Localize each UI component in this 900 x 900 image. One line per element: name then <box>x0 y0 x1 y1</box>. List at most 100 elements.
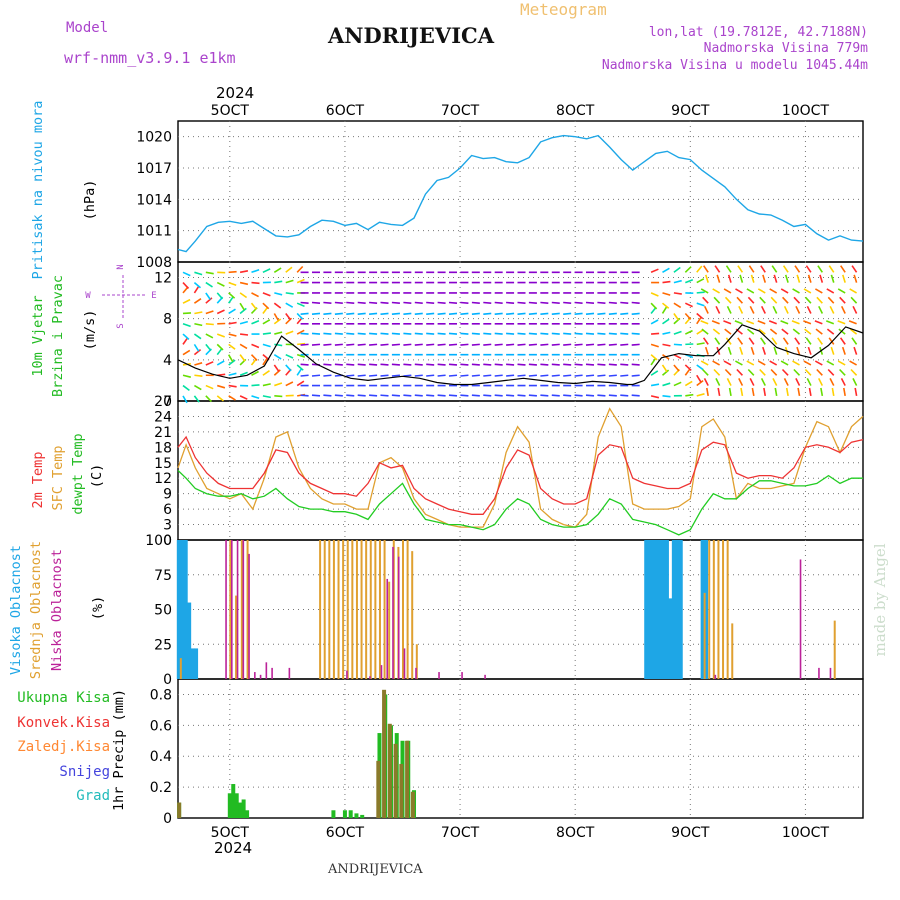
wind-arrow <box>662 318 670 325</box>
low-cloud-bar <box>236 540 239 679</box>
wind-arrow <box>205 281 213 288</box>
wind-arrow <box>673 313 680 321</box>
wind-arrow <box>357 374 366 377</box>
wind-arrow <box>239 320 249 325</box>
high-cloud-bar <box>658 540 663 679</box>
wind-arrow <box>437 312 446 315</box>
high-cloud-bar <box>668 598 673 679</box>
wind-arrow <box>426 301 435 304</box>
pressure-unit: (hPa) <box>82 180 98 221</box>
low-cloud-bar <box>271 667 273 679</box>
mid-cloud-bar <box>388 581 391 679</box>
wind-arrow <box>391 301 400 304</box>
wind-arrow <box>494 332 503 335</box>
temperature-tick-label: 3 <box>163 518 172 534</box>
wind-speed-line <box>177 324 864 386</box>
wind-arrow <box>696 374 702 383</box>
wind-arrow <box>323 312 332 315</box>
wind-arrow <box>807 274 812 283</box>
wind-arrow <box>842 274 846 283</box>
wind-arrow <box>346 312 355 315</box>
low-cloud-bar <box>714 674 717 679</box>
wind-arrow <box>585 332 595 335</box>
wind-arrow <box>673 292 682 295</box>
wind-arrow <box>540 332 549 335</box>
wind-arrow <box>704 346 709 355</box>
time-label-top: 10OCT <box>782 103 830 119</box>
wind-arrow <box>795 378 801 386</box>
wind-arrow <box>597 374 606 377</box>
wind-arrow <box>285 266 293 273</box>
wind-arrow <box>662 395 671 398</box>
wind-arrow <box>781 368 789 376</box>
wind-arrow <box>684 312 692 320</box>
wind-arrow <box>250 302 258 310</box>
wind-arrow <box>274 280 283 284</box>
legend-snow: Snijeg <box>59 763 110 780</box>
wind-arrow <box>713 368 721 376</box>
high-cloud-bar <box>661 540 666 679</box>
wind-arrow <box>380 374 389 377</box>
wind-arrow <box>795 305 801 314</box>
wind-tick-label: 12 <box>154 270 172 286</box>
wind-arrow <box>608 301 617 304</box>
wind-arrow <box>426 394 435 397</box>
wind-arrow <box>285 292 294 295</box>
wind-arrow <box>803 320 812 325</box>
wind-arrow <box>194 384 202 391</box>
wind-arrow <box>437 374 446 377</box>
pressure-frame <box>177 120 864 263</box>
wind-arrow <box>251 269 260 274</box>
wind-arrow <box>369 332 378 335</box>
wind-arrow <box>448 312 458 315</box>
wind-arrow <box>853 346 858 355</box>
wind-arrow <box>205 343 212 352</box>
clouds-tick-label: 50 <box>154 603 172 619</box>
wind-arrow <box>182 384 190 392</box>
wind-arrow <box>448 301 458 304</box>
mid-cloud-bar <box>319 540 322 679</box>
wind-arrow <box>205 271 214 275</box>
wind-arrow <box>296 368 303 376</box>
wind-arrow <box>661 302 670 309</box>
wind-arrow <box>391 332 400 335</box>
precip-tick-label: 0.2 <box>150 780 172 796</box>
legend-convective-rain: Konvek.Kisa <box>17 714 110 731</box>
wind-arrow <box>631 332 640 335</box>
wind-arrow <box>193 348 202 356</box>
cloud-ylabel-3: Niska Oblacnost <box>49 549 65 671</box>
wind-arrow <box>506 312 515 315</box>
wind-arrow <box>662 331 671 335</box>
wind-arrow <box>357 394 366 397</box>
temp-ylabel-1: 2m Temp <box>30 452 46 509</box>
precip-unit: 1hr Precip (mm) <box>111 689 127 811</box>
wind-arrow <box>494 374 503 377</box>
wind-arrow <box>346 363 355 366</box>
wind-arrow <box>494 312 503 315</box>
wind-arrow <box>837 360 846 366</box>
wind-arrow <box>661 369 670 376</box>
wind-arrow <box>414 332 423 335</box>
wind-arrow <box>785 387 789 396</box>
wind-arrow <box>460 374 469 377</box>
wind-arrow <box>285 330 294 335</box>
high-cloud-bar <box>678 540 683 679</box>
wind-arrow <box>805 265 812 273</box>
wind-arrow <box>551 394 560 397</box>
temp-ylabel-2: SFC Temp <box>50 445 66 510</box>
wind-arrow <box>311 343 321 346</box>
wind-arrow <box>471 332 480 335</box>
wind-arrow <box>460 394 469 397</box>
low-cloud-bar <box>242 540 245 679</box>
low-cloud-bar <box>265 662 268 679</box>
wind-arrow <box>357 363 366 366</box>
time-label-bottom: 10OCT <box>782 825 830 841</box>
wind-arrow <box>650 383 660 387</box>
temperature-tick-label: 6 <box>163 502 172 518</box>
mid-cloud-bar <box>355 540 358 679</box>
wind-arrow <box>380 332 389 335</box>
wind-arrow <box>528 312 537 315</box>
low-cloud-bar <box>259 674 262 679</box>
wind-arrow <box>770 368 778 376</box>
wind-arrow <box>724 296 732 304</box>
